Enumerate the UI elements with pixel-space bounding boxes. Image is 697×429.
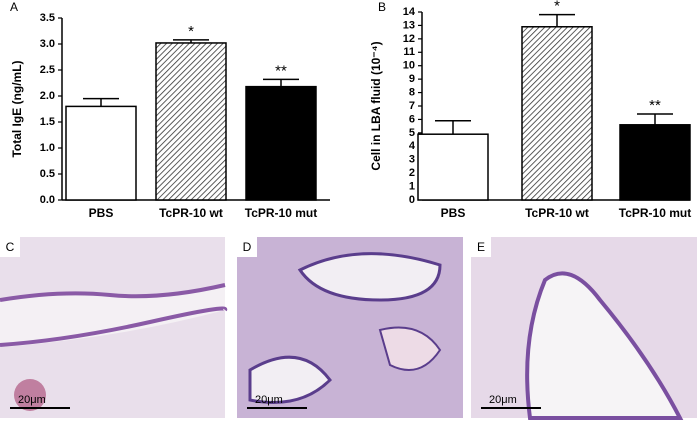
- scale-bar-label: 20μm: [489, 394, 517, 406]
- y-tick-label: 3.0: [40, 38, 55, 50]
- y-tick-label: 2.5: [40, 64, 55, 76]
- y-tick-label: 0.5: [40, 168, 55, 180]
- y-tick-label: 6: [409, 113, 415, 125]
- x-tick-label: PBS: [441, 206, 466, 220]
- bar: [245, 85, 317, 201]
- y-tick-label: 14: [403, 6, 416, 18]
- y-tick-label: 5: [409, 127, 415, 139]
- panel-label: D: [243, 240, 252, 254]
- y-tick-label: 9: [409, 73, 415, 85]
- panel-label: A: [10, 0, 18, 14]
- significance-mark: **: [275, 62, 287, 79]
- y-axis-label: Total IgE (ng/mL): [10, 60, 24, 157]
- y-tick-label: 3: [409, 154, 415, 166]
- y-tick-label: 4: [409, 140, 416, 152]
- scale-bar-label: 20μm: [18, 394, 46, 406]
- micrograph-c: [0, 237, 228, 418]
- x-tick-label: TcPR-10 wt: [525, 206, 589, 220]
- significance-mark: *: [554, 0, 560, 15]
- y-tick-label: 13: [403, 19, 415, 31]
- y-axis-label: Cell in LBA fluid (10⁻⁴): [369, 41, 383, 170]
- y-tick-label: 8: [409, 86, 415, 98]
- y-tick-label: 1: [409, 180, 415, 192]
- x-tick-label: PBS: [89, 206, 114, 220]
- y-tick-label: 1.5: [40, 116, 55, 128]
- y-tick-label: 2: [409, 167, 415, 179]
- panel-label-box: [237, 237, 257, 257]
- significance-mark: *: [188, 23, 194, 40]
- x-tick-label: TcPR-10 mut: [245, 206, 317, 220]
- bar: [65, 105, 137, 201]
- micrograph-d: [237, 237, 463, 418]
- scale-bar-label: 20μm: [255, 394, 283, 406]
- panel-label: E: [477, 240, 485, 254]
- y-tick-label: 0: [409, 194, 415, 206]
- y-tick-label: 0.0: [40, 194, 55, 206]
- micrograph-e: [471, 237, 697, 420]
- panel-label: C: [6, 240, 15, 254]
- y-tick-label: 12: [403, 33, 415, 45]
- panel-label-box: [0, 237, 20, 257]
- bar: [619, 124, 691, 201]
- x-tick-label: TcPR-10 wt: [159, 206, 223, 220]
- y-tick-label: 10: [403, 60, 415, 72]
- bar: [521, 26, 593, 201]
- y-tick-label: 2.0: [40, 90, 55, 102]
- y-tick-label: 11: [403, 46, 415, 58]
- y-tick-label: 7: [409, 100, 415, 112]
- bar: [155, 42, 227, 201]
- significance-mark: **: [649, 97, 661, 114]
- x-tick-label: TcPR-10 mut: [619, 206, 691, 220]
- y-tick-label: 1.0: [40, 142, 55, 154]
- panel-label-box: [471, 237, 491, 257]
- panel-label: B: [378, 0, 386, 14]
- y-tick-label: 3.5: [40, 12, 55, 24]
- bar: [417, 133, 489, 201]
